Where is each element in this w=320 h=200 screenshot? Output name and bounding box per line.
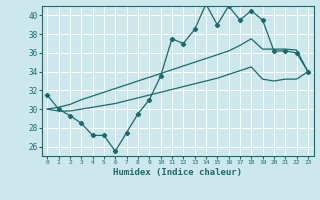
X-axis label: Humidex (Indice chaleur): Humidex (Indice chaleur) [113, 168, 242, 177]
